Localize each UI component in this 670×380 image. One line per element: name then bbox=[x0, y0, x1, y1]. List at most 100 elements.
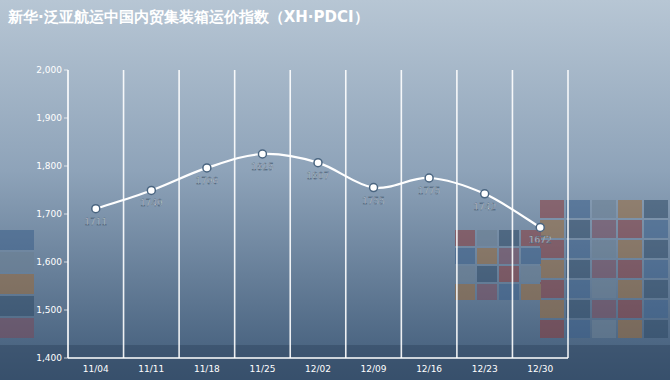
container-deco bbox=[0, 230, 34, 250]
point bbox=[203, 164, 211, 172]
container-deco bbox=[618, 200, 642, 218]
container-deco bbox=[540, 280, 564, 298]
container-deco bbox=[499, 284, 519, 300]
container-deco bbox=[566, 280, 590, 298]
container-deco bbox=[566, 220, 590, 238]
container-deco bbox=[592, 320, 616, 338]
point bbox=[481, 190, 489, 198]
container-deco bbox=[540, 300, 564, 318]
grid-line bbox=[567, 70, 569, 358]
point bbox=[536, 223, 544, 231]
y-tick-label: 1,700 bbox=[36, 209, 62, 219]
point bbox=[425, 174, 433, 182]
y-tick-label: 1,400 bbox=[36, 353, 62, 363]
x-tick-label: 12/23 bbox=[472, 364, 498, 374]
y-tick-label: 2,000 bbox=[36, 65, 62, 75]
container-deco bbox=[499, 266, 519, 282]
data-label: 1755 bbox=[362, 196, 385, 206]
container-deco bbox=[644, 240, 668, 258]
grid-line bbox=[401, 70, 403, 358]
container-deco bbox=[455, 266, 475, 282]
data-label: 1807 bbox=[307, 171, 330, 181]
x-tick-label: 11/11 bbox=[138, 364, 164, 374]
container-deco bbox=[566, 240, 590, 258]
container-deco bbox=[521, 248, 541, 264]
container-deco bbox=[618, 240, 642, 258]
point bbox=[147, 186, 155, 194]
x-tick-label: 12/09 bbox=[361, 364, 387, 374]
container-deco bbox=[477, 284, 497, 300]
grid-line bbox=[67, 70, 69, 358]
grid-line bbox=[123, 70, 125, 358]
x-axis bbox=[68, 357, 568, 359]
y-tick-label: 1,600 bbox=[36, 257, 62, 267]
container-deco bbox=[0, 318, 34, 338]
container-deco bbox=[455, 230, 475, 246]
container-deco bbox=[566, 300, 590, 318]
container-deco bbox=[618, 300, 642, 318]
line bbox=[96, 154, 540, 228]
point bbox=[258, 150, 266, 158]
background bbox=[0, 0, 670, 380]
y-tick-label: 1,800 bbox=[36, 161, 62, 171]
container-deco bbox=[521, 284, 541, 300]
container-deco bbox=[592, 280, 616, 298]
container-deco bbox=[618, 320, 642, 338]
container-deco bbox=[592, 260, 616, 278]
data-label: 1711 bbox=[84, 217, 107, 227]
y-tick-label: 1,500 bbox=[36, 305, 62, 315]
container-deco bbox=[644, 300, 668, 318]
container-deco bbox=[592, 220, 616, 238]
data-label: 1749 bbox=[140, 198, 163, 208]
container-deco bbox=[477, 230, 497, 246]
x-tick-label: 11/18 bbox=[194, 364, 220, 374]
container-deco bbox=[540, 260, 564, 278]
container-deco bbox=[540, 200, 564, 218]
container-deco bbox=[644, 320, 668, 338]
container-deco bbox=[0, 274, 34, 294]
container-deco bbox=[566, 260, 590, 278]
x-tick-label: 12/02 bbox=[305, 364, 331, 374]
data-label: 1742 bbox=[473, 202, 496, 212]
container-deco bbox=[618, 260, 642, 278]
y-axis bbox=[68, 70, 69, 358]
container-deco bbox=[499, 230, 519, 246]
container-deco bbox=[477, 248, 497, 264]
data-label: 1775 bbox=[418, 186, 441, 196]
x-tick-label: 11/25 bbox=[249, 364, 275, 374]
point bbox=[314, 159, 322, 167]
container-deco bbox=[644, 220, 668, 238]
container-deco bbox=[644, 200, 668, 218]
plot-area bbox=[92, 150, 544, 231]
point bbox=[370, 184, 378, 192]
grid-line bbox=[234, 70, 236, 358]
container-deco bbox=[0, 296, 34, 316]
container-deco bbox=[521, 266, 541, 282]
point bbox=[92, 205, 100, 213]
container-deco bbox=[644, 280, 668, 298]
container-deco bbox=[644, 260, 668, 278]
container-deco bbox=[592, 240, 616, 258]
y-tick-label: 1,900 bbox=[36, 113, 62, 123]
container-deco bbox=[540, 320, 564, 338]
container-deco bbox=[566, 320, 590, 338]
container-deco bbox=[455, 284, 475, 300]
grid-line bbox=[289, 70, 291, 358]
container-deco bbox=[0, 252, 34, 272]
grid-line bbox=[512, 70, 514, 358]
container-deco bbox=[618, 220, 642, 238]
data-label: 1825 bbox=[251, 162, 274, 172]
data-label: 1796 bbox=[195, 176, 218, 186]
ground-deco bbox=[0, 345, 670, 380]
container-deco bbox=[592, 300, 616, 318]
container-deco bbox=[618, 280, 642, 298]
container-deco bbox=[566, 200, 590, 218]
data-label: 1672 bbox=[529, 235, 552, 245]
chart: 新华·泛亚航运中国内贸集装箱运价指数（XH·PDCI）1,4001,5001,6… bbox=[0, 0, 670, 380]
container-deco bbox=[477, 266, 497, 282]
grid-line bbox=[345, 70, 347, 358]
x-tick-label: 11/04 bbox=[83, 364, 109, 374]
container-deco bbox=[592, 200, 616, 218]
x-tick-label: 12/30 bbox=[527, 364, 553, 374]
grid-line bbox=[178, 70, 180, 358]
